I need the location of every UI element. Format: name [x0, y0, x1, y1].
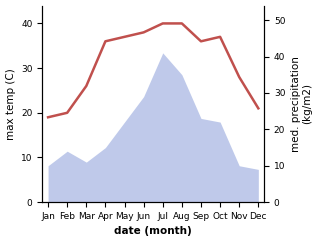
X-axis label: date (month): date (month) [114, 227, 192, 236]
Y-axis label: max temp (C): max temp (C) [5, 68, 16, 140]
Y-axis label: med. precipitation
(kg/m2): med. precipitation (kg/m2) [291, 56, 313, 152]
